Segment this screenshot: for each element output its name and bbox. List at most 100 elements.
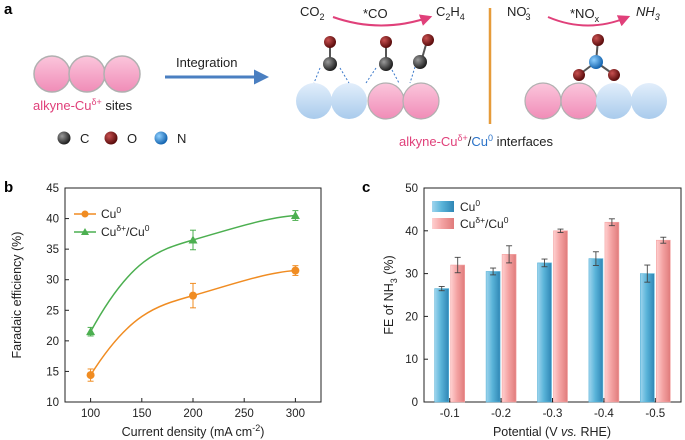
y-tick-label: 20	[405, 311, 418, 323]
carbon-atom-icon	[379, 57, 393, 71]
nitrogen-atom-icon	[589, 55, 603, 69]
c2h4-label: C2H4	[436, 4, 465, 22]
panel-b-data	[86, 210, 300, 382]
panel-b-ticks: 100 150 200 250 300 10 15 20 25 30 35 40 45	[46, 183, 305, 420]
panel-b-label: b	[4, 179, 13, 196]
bar-0	[588, 258, 604, 403]
data-point	[86, 327, 96, 336]
panel-c-chart: c 0 10 20 30 40 50 -0.1 -0.2 -0.3 -0.4 -0.5 Potent…	[362, 179, 682, 439]
bar-0	[537, 262, 552, 403]
data-point	[188, 235, 198, 244]
y-tick-label: 0	[412, 397, 418, 409]
y-tick-label: 25	[46, 305, 59, 317]
adsorption-bond	[391, 69, 400, 84]
data-point	[290, 211, 300, 220]
x-tick-label: -0.2	[491, 408, 511, 420]
adsorption-bond	[313, 67, 321, 84]
interface-co2-spheres	[296, 82, 440, 120]
sites-label: alkyne-Cuδ+ sites	[33, 97, 133, 113]
bar-1	[655, 239, 671, 403]
adsorption-bond	[339, 67, 350, 84]
panel-c-data	[434, 218, 671, 403]
y-tick-label: 10	[405, 354, 418, 366]
oxygen-atom-icon	[104, 131, 118, 145]
legend-label-cu-delta: Cuδ+/Cu0	[460, 215, 509, 231]
cu0-sphere	[331, 83, 367, 119]
cu-site-sphere	[33, 55, 71, 93]
x-tick-label: 100	[81, 408, 100, 420]
y-tick-label: 30	[46, 275, 59, 287]
atom-legend-n: N	[177, 131, 186, 146]
adsorption-bond	[365, 67, 377, 84]
x-tick-label: 200	[183, 408, 202, 420]
atom-legend-c: C	[80, 131, 89, 146]
cu-delta-sphere	[367, 82, 405, 120]
no3-label: NO-3	[507, 3, 531, 22]
x-tick-label: -0.4	[594, 408, 614, 420]
panel-b-legend: Cu0 Cuδ+/Cu0	[74, 205, 150, 239]
bar-1	[604, 221, 620, 403]
co-intermediate-label: *CO	[363, 6, 388, 21]
cu0-sphere	[596, 83, 632, 119]
carbon-atom-icon	[323, 57, 337, 71]
oxygen-atom-icon	[324, 36, 336, 48]
atom-legend: C O N	[57, 131, 186, 146]
panel-c-label: c	[362, 179, 370, 196]
nh3-label: NH3	[636, 4, 660, 22]
data-point	[86, 371, 95, 380]
y-tick-label: 45	[46, 183, 59, 195]
panel-b-xlabel: Current density (mA cm-2)	[122, 423, 265, 439]
panel-b-chart: b 100 150 200 250 300 10 15 20 25 30 35 40 45 Curren…	[4, 179, 322, 439]
y-tick-label: 10	[46, 397, 59, 409]
y-tick-label: 30	[405, 269, 418, 281]
carbon-atom-icon	[413, 55, 427, 69]
data-point	[189, 291, 197, 300]
cu-delta-sphere	[524, 82, 562, 120]
x-tick-label: -0.5	[645, 408, 665, 420]
legend-label-cu0: Cu0	[460, 198, 480, 214]
panel-c-ylabel: FE of NH3 (%)	[382, 255, 399, 334]
legend-label-cu0: Cu0	[101, 205, 121, 221]
legend-swatch-cu0	[432, 201, 454, 212]
panel-a-label: a	[4, 1, 13, 18]
legend-marker-cu-delta	[81, 228, 89, 235]
interface-no3-spheres	[524, 82, 667, 120]
atom-legend-o: O	[127, 131, 137, 146]
nox-intermediate-label: *NOx	[570, 6, 600, 24]
x-tick-label: -0.1	[440, 408, 460, 420]
y-tick-label: 20	[46, 336, 59, 348]
bar-0	[485, 271, 501, 403]
integration-label: Integration	[176, 55, 237, 70]
y-tick-label: 40	[405, 226, 418, 238]
bar-1	[553, 230, 568, 403]
legend-swatch-cu-delta	[432, 218, 454, 229]
y-tick-label: 50	[405, 183, 418, 195]
panel-c-ticks: 0 10 20 30 40 50 -0.1 -0.2 -0.3 -0.4 -0.5	[405, 183, 665, 420]
interfaces-label: alkyne-Cuδ+/Cu0 interfaces	[399, 133, 554, 149]
x-tick-label: 150	[132, 408, 151, 420]
panel-c-legend: Cu0 Cuδ+/Cu0	[432, 198, 509, 231]
cu0-sphere	[631, 83, 667, 119]
bar-1	[501, 254, 517, 403]
oxygen-atom-icon	[608, 69, 620, 81]
cu0-sphere	[296, 83, 332, 119]
panel-b-ylabel: Faradaic efficiency (%)	[10, 232, 24, 359]
co-adsorbates	[313, 34, 434, 84]
no3-reaction-arrow	[547, 15, 631, 27]
bar-1	[450, 264, 466, 403]
y-tick-label: 15	[46, 366, 59, 378]
panel-c-xlabel: Potential (V vs. RHE)	[493, 425, 611, 439]
bar-0	[639, 273, 655, 403]
cu-site-sphere	[103, 55, 141, 93]
y-tick-label: 40	[46, 214, 59, 226]
oxygen-atom-icon	[592, 34, 604, 46]
adsorption-bond	[409, 66, 416, 84]
carbon-atom-icon	[57, 131, 71, 145]
data-point	[291, 266, 300, 275]
legend-label-cu-delta: Cuδ+/Cu0	[101, 223, 150, 239]
nitrogen-atom-icon	[154, 131, 168, 145]
oxygen-atom-icon	[380, 36, 392, 48]
oxygen-atom-icon	[422, 34, 434, 46]
nox-adsorbate	[573, 34, 620, 81]
